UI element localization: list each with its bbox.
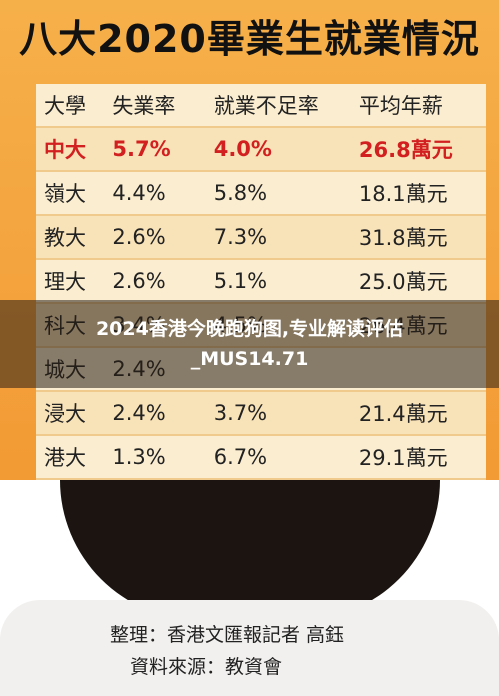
table-row: 浸大 2.4% 3.7% 21.4萬元 — [36, 391, 486, 436]
table-cell: 就業不足率 — [205, 84, 351, 128]
table-cell: 教大 — [36, 215, 105, 260]
table-row: 理大 2.6% 5.1% 25.0萬元 — [36, 259, 486, 304]
table-cell: 1.3% — [104, 435, 206, 480]
table-cell: 失業率 — [104, 84, 206, 128]
table-cell: 31.8萬元 — [350, 215, 486, 260]
table-cell: 平均年薪 — [350, 84, 486, 128]
table-cell: 18.1萬元 — [350, 171, 486, 216]
table-cell: 6.7% — [205, 435, 351, 480]
table-cell: 29.1萬元 — [350, 435, 486, 480]
table-cell: 3.7% — [205, 391, 351, 436]
table-row: 教大 2.6% 7.3% 31.8萬元 — [36, 215, 486, 260]
table-cell: 7.3% — [205, 215, 351, 260]
table: 大學 失業率 就業不足率 平均年薪 中大 5.7% 4.0% 26.8萬元 嶺大 4.4% 5.8%… — [36, 84, 486, 480]
overlay-caption: 2024香港今晚跑狗图,专业解读评估_MUS14.71 — [0, 300, 499, 388]
table-cell: 26.8萬元 — [350, 127, 486, 172]
footer-line: 整理：香港文匯報記者 高鈺 — [110, 624, 345, 646]
decoration — [60, 480, 440, 620]
table-row: 中大 5.7% 4.0% 26.8萬元 — [36, 127, 486, 172]
footer-line: 資料來源：教資會 — [130, 656, 283, 678]
table-row: 港大 1.3% 6.7% 29.1萬元 — [36, 435, 486, 480]
table-cell: 4.4% — [104, 171, 206, 216]
table-cell: 理大 — [36, 259, 105, 304]
footer: 整理：香港文匯報記者 高鈺 資料來源：教資會 — [0, 600, 499, 696]
table-cell: 浸大 — [36, 391, 105, 436]
table-cell: 25.0萬元 — [350, 259, 486, 304]
title: 八大2020畢業生就業情況 — [19, 17, 480, 61]
table-cell: 5.7% — [104, 127, 206, 172]
table-cell: 2.6% — [104, 259, 206, 304]
table-cell: 2.4% — [104, 391, 206, 436]
table-cell: 中大 — [36, 127, 105, 172]
table-cell: 2.6% — [104, 215, 206, 260]
table-cell: 大學 — [36, 84, 105, 128]
table-cell: 5.8% — [205, 171, 351, 216]
table-cell: 嶺大 — [36, 171, 105, 216]
table-cell: 5.1% — [205, 259, 351, 304]
table-cell: 21.4萬元 — [350, 391, 486, 436]
table-row: 嶺大 4.4% 5.8% 18.1萬元 — [36, 171, 486, 216]
table-row: 大學 失業率 就業不足率 平均年薪 — [36, 84, 486, 128]
table-cell: 4.0% — [205, 127, 351, 172]
table-cell: 港大 — [36, 435, 105, 480]
